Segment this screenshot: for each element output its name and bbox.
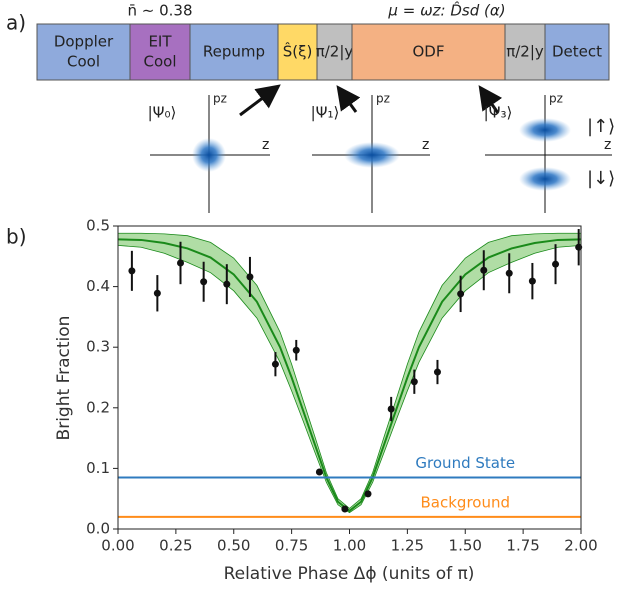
block-label: ODF (413, 43, 445, 61)
annotation: n̄ ∼ 0.38 (127, 2, 192, 20)
sequence-block (544, 23, 610, 81)
block-label: Ŝ(ξ) (283, 42, 313, 61)
axis-label: pz (549, 92, 563, 106)
block-label: EIT (148, 33, 172, 51)
data-point (223, 280, 231, 288)
block-label: Cool (144, 53, 177, 71)
axis-label: z (604, 137, 611, 153)
data-point (200, 278, 208, 286)
y-tick-label: 0.2 (86, 398, 110, 416)
axis-label: z (262, 137, 269, 153)
axis-label: pz (213, 92, 227, 106)
reference-label: Background (421, 493, 511, 511)
annotation: μ = ωz: D̂sd (α) (387, 1, 505, 20)
block-label: Repump (203, 43, 265, 61)
axis-label: z (422, 137, 429, 153)
data-point (433, 368, 441, 376)
data-point (177, 259, 185, 267)
spin-label: |↓⟩ (587, 168, 615, 189)
panel-label: b) (6, 225, 27, 249)
panel-b: b) Relative Phase Δϕ (units of π) Bright… (6, 217, 598, 585)
panel-a: a) n̄ ∼ 0.38 μ = ωz: D̂sd (α) Doppler Coo… (6, 1, 615, 213)
block-label: Cool (67, 53, 100, 71)
x-tick-label: 1.75 (506, 537, 539, 555)
x-tick-label: 0.75 (275, 537, 308, 555)
block-label: Detect (552, 43, 602, 61)
x-tick-label: 2.00 (564, 537, 597, 555)
data-point (480, 266, 488, 274)
wavepacket (519, 167, 571, 191)
x-tick-label: 1.00 (333, 537, 366, 555)
x-tick-label: 0.50 (217, 537, 250, 555)
spin-label: |↑⟩ (587, 116, 615, 137)
y-tick-label: 0.1 (86, 459, 110, 477)
data-point (153, 289, 161, 297)
y-tick-label: 0.4 (86, 277, 110, 295)
data-point (364, 490, 372, 498)
state-label: |Ψ₃⟩ (484, 104, 513, 122)
wavepacket (192, 138, 226, 172)
data-point (505, 269, 513, 277)
sequence-block (189, 23, 279, 81)
x-tick-label: 0.25 (159, 537, 192, 555)
sequence-block (129, 23, 191, 81)
block-label: π/2|y (506, 43, 544, 61)
data-point (246, 273, 254, 281)
x-tick-label: 1.25 (391, 537, 424, 555)
data-point (292, 346, 300, 354)
data-point (271, 360, 279, 368)
data-point (341, 505, 349, 513)
state-label: |Ψ₀⟩ (148, 104, 177, 122)
x-tick-label: 1.50 (449, 537, 482, 555)
wavepacket (344, 142, 400, 168)
x-axis-label: Relative Phase Δϕ (units of π) (224, 564, 475, 584)
y-tick-label: 0.0 (86, 520, 110, 538)
data-point (575, 243, 583, 251)
data-point (315, 468, 323, 476)
y-tick-label: 0.5 (86, 217, 110, 235)
state-label: |Ψ₁⟩ (311, 104, 340, 122)
block-label: π/2|y (316, 43, 354, 61)
reference-label: Ground State (415, 454, 515, 472)
panel-label: a) (6, 11, 26, 35)
arrow (336, 85, 361, 113)
y-tick-label: 0.3 (86, 338, 110, 356)
x-tick-label: 0.00 (101, 537, 134, 555)
sequence-block (351, 23, 506, 81)
fit-line (117, 238, 582, 513)
arrow (478, 85, 503, 114)
axis-label: pz (376, 92, 390, 106)
data-point (410, 378, 418, 386)
block-label: Doppler (54, 33, 114, 51)
arrow (239, 84, 281, 117)
data-point (528, 277, 536, 285)
y-axis-label: Bright Fraction (54, 316, 74, 441)
data-point (128, 267, 136, 275)
data-point (387, 405, 395, 413)
wavepacket (519, 118, 571, 142)
data-point (552, 260, 560, 268)
data-point (457, 290, 465, 298)
